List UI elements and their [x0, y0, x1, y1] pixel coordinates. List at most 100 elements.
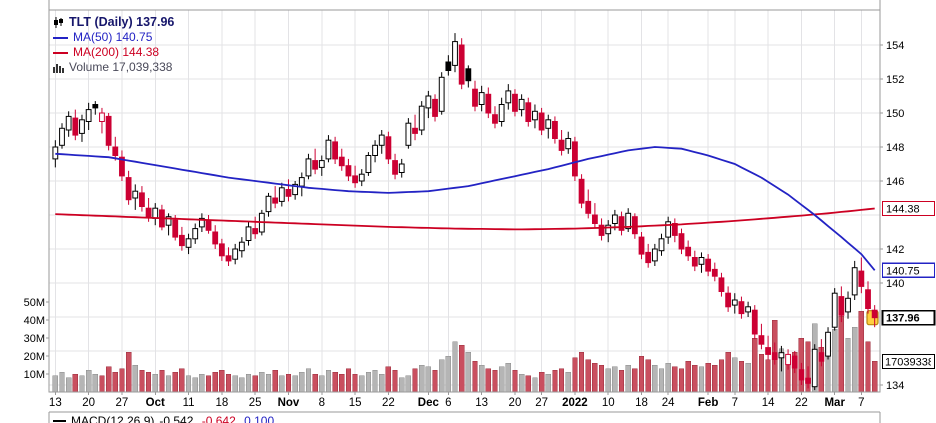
volume-bar	[345, 368, 352, 393]
candle	[618, 211, 625, 236]
candles-layer	[52, 33, 878, 391]
candle	[372, 140, 378, 163]
plot-frame	[48, 9, 881, 393]
volume-bar	[239, 377, 245, 393]
candle	[731, 293, 738, 314]
ma50-label: MA(50) 140.75	[73, 30, 153, 44]
candle	[605, 220, 612, 243]
volume-tick-label: 10M	[24, 369, 45, 381]
date-tick-label: 10	[602, 397, 615, 409]
volume-bar	[738, 361, 745, 393]
volume-bar	[192, 377, 198, 393]
volume-bar	[852, 326, 858, 393]
candle	[139, 186, 145, 212]
candle	[598, 218, 605, 241]
candle	[438, 72, 445, 115]
volume-bar	[705, 362, 711, 393]
price-tick-label: 134	[886, 380, 904, 392]
volume-bar	[325, 370, 332, 393]
candle	[691, 250, 698, 272]
date-tick-label: 22	[795, 397, 808, 409]
candle	[465, 65, 472, 88]
candle	[865, 281, 871, 314]
volume-bar	[185, 375, 192, 393]
ma200-line	[55, 207, 875, 231]
candle	[132, 184, 139, 210]
candle	[218, 238, 225, 261]
date-tick-label: 13	[475, 397, 488, 409]
volume-bar	[119, 368, 125, 393]
candle	[505, 84, 512, 110]
volume-bar	[658, 368, 665, 393]
candle	[851, 260, 858, 300]
volume-bar	[172, 371, 178, 393]
volume-bar	[445, 355, 451, 393]
candle	[798, 362, 805, 385]
legend-title-row: TLT (Daily) 137.96	[53, 15, 174, 30]
volume-bar	[752, 337, 758, 393]
volume-bar	[645, 359, 651, 393]
candle	[685, 240, 692, 261]
volume-bar	[832, 328, 838, 393]
volume-bar	[199, 373, 205, 393]
candle	[65, 111, 72, 137]
date-tick-label: 20	[82, 397, 95, 409]
volume-bar	[112, 371, 118, 393]
volume-bar	[125, 352, 132, 393]
candle	[238, 237, 245, 258]
volume-bar	[685, 361, 691, 393]
volume-tick-label: 30M	[24, 333, 45, 345]
date-tick-label: Dec	[418, 397, 440, 409]
ma50-line	[55, 146, 876, 271]
candle	[225, 247, 232, 266]
volume-bar	[512, 370, 518, 393]
volume-bar	[758, 353, 765, 393]
candle	[498, 97, 505, 127]
volume-bar	[399, 377, 405, 393]
candle	[858, 257, 865, 294]
date-tick-label: 15	[349, 397, 362, 409]
volume-bar	[572, 357, 578, 393]
candle	[192, 223, 199, 244]
volume-bar	[838, 316, 845, 393]
volume-bar	[285, 373, 292, 393]
volume-bar	[66, 377, 72, 393]
price-tick-label: 142	[886, 244, 904, 256]
candle	[785, 349, 791, 370]
ma200-line-swatch	[53, 51, 68, 54]
volume-bar	[745, 362, 751, 393]
candle	[825, 327, 831, 360]
volume-bar	[865, 341, 871, 393]
candle	[398, 158, 405, 178]
candle	[532, 104, 538, 129]
price-flag	[881, 262, 936, 278]
candle	[578, 174, 585, 209]
volume-bars-icon	[53, 63, 64, 73]
candle	[392, 153, 398, 180]
volume-bar	[498, 366, 505, 393]
candle	[738, 296, 745, 319]
volume-bar	[392, 370, 398, 393]
candle	[112, 136, 119, 161]
volume-bar	[439, 359, 445, 393]
panel-frame-remnants	[48, 0, 881, 423]
candle	[625, 208, 632, 232]
candle	[412, 114, 418, 141]
date-tick-label: 25	[249, 397, 262, 409]
candle	[518, 94, 525, 117]
candle	[152, 203, 159, 226]
volume-bar	[712, 364, 718, 393]
volume-tick-label: 40M	[24, 315, 45, 327]
candle	[85, 102, 92, 130]
grid-layer	[49, 10, 880, 392]
volume-bar	[139, 370, 145, 393]
volume-bar	[265, 373, 272, 393]
price-flag-value: 137.96	[886, 313, 920, 325]
volume-bar	[419, 364, 425, 393]
macd-signal-value: -0.642,	[201, 414, 240, 423]
volume-bar	[672, 366, 678, 393]
candle	[205, 215, 212, 234]
legend-ma50-row: MA(50) 140.75	[53, 30, 174, 45]
candle	[338, 148, 345, 171]
